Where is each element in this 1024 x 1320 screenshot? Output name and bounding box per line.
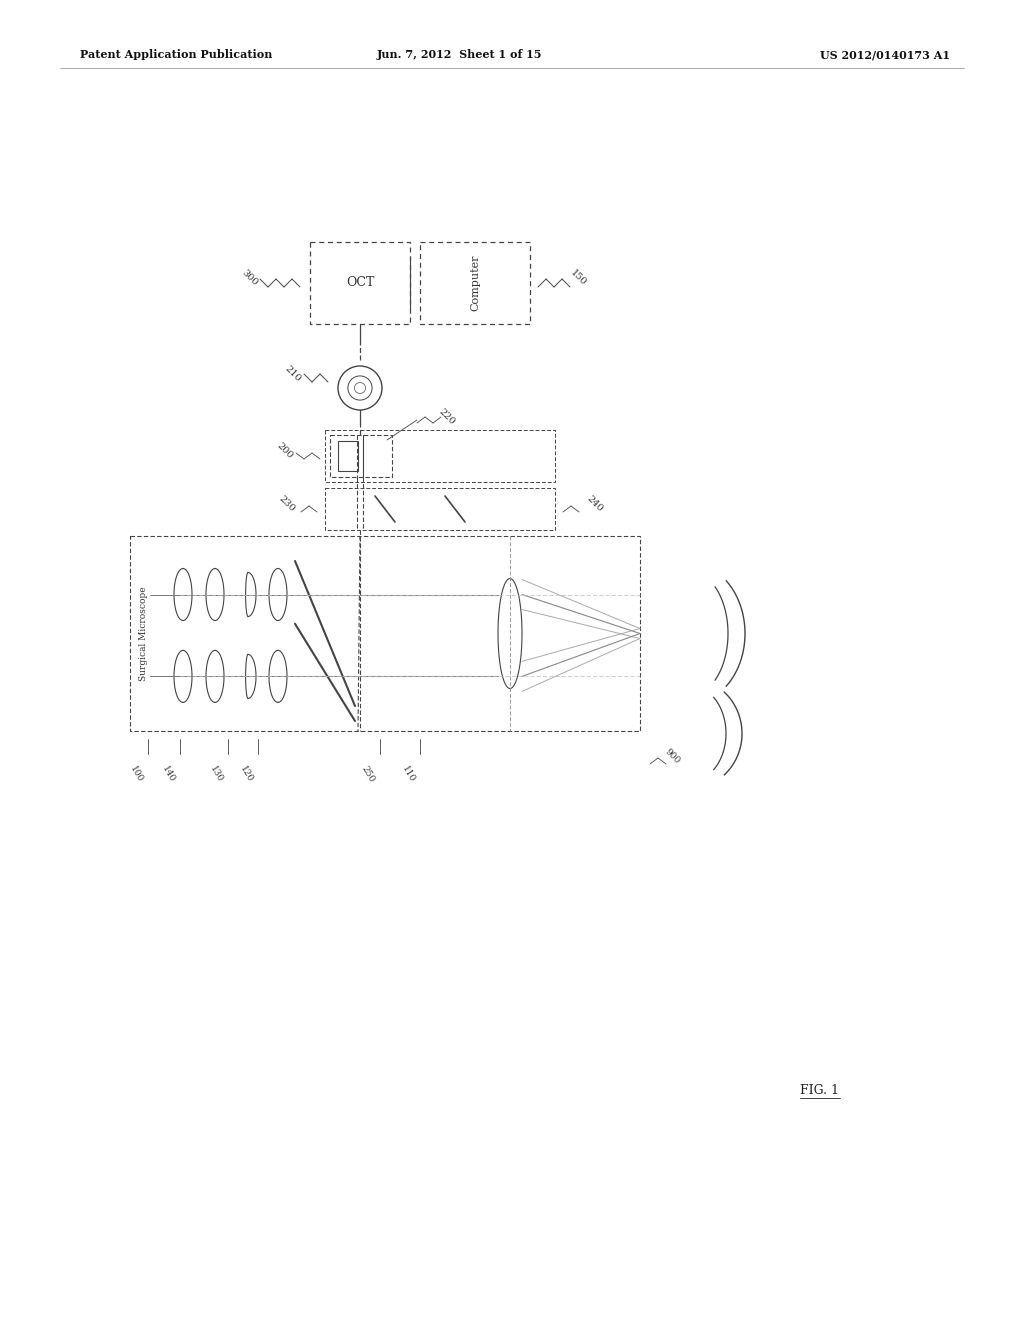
Text: 140: 140 — [160, 764, 176, 784]
Text: 220: 220 — [437, 408, 457, 426]
Bar — [420, 242, 530, 323]
Bar — [325, 430, 555, 482]
Bar — [325, 488, 555, 531]
Text: 300: 300 — [241, 268, 260, 288]
Bar — [338, 441, 358, 471]
Text: Jun. 7, 2012  Sheet 1 of 15: Jun. 7, 2012 Sheet 1 of 15 — [377, 49, 543, 61]
Text: 900: 900 — [663, 747, 681, 766]
Text: 150: 150 — [568, 268, 588, 288]
Text: US 2012/0140173 A1: US 2012/0140173 A1 — [820, 49, 950, 61]
Text: Patent Application Publication: Patent Application Publication — [80, 49, 272, 61]
Text: 250: 250 — [359, 764, 376, 784]
Text: FIG. 1: FIG. 1 — [801, 1084, 840, 1097]
Bar — [310, 242, 410, 323]
Text: 120: 120 — [238, 764, 254, 784]
Text: Surgical Microscope: Surgical Microscope — [139, 586, 148, 681]
Bar — [130, 536, 640, 731]
Text: 230: 230 — [278, 494, 297, 513]
Text: 240: 240 — [586, 494, 605, 513]
Text: 130: 130 — [208, 764, 224, 784]
Text: 110: 110 — [399, 764, 416, 784]
Text: 210: 210 — [284, 364, 303, 384]
Text: Computer: Computer — [470, 255, 480, 312]
Bar — [330, 436, 392, 477]
Text: 200: 200 — [275, 441, 295, 461]
Text: OCT: OCT — [346, 276, 374, 289]
Text: 100: 100 — [128, 764, 144, 784]
